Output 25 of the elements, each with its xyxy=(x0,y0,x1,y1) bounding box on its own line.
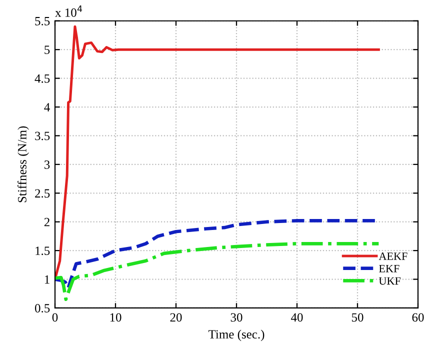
x-tick-label: 0 xyxy=(52,313,58,322)
y-tick-label: 1 xyxy=(44,275,50,284)
y-tick-label: 3 xyxy=(44,160,50,169)
y-tick-label: 4.5 xyxy=(34,74,50,83)
x-tick-label: 40 xyxy=(290,313,303,322)
x-tick-label: 10 xyxy=(110,313,122,322)
legend-label: UKF xyxy=(378,277,401,285)
x-tick-label: 20 xyxy=(170,313,182,322)
x-axis-title: Time (sec.) xyxy=(208,330,264,342)
y-tick-label: 0.5 xyxy=(34,304,50,312)
line-series xyxy=(55,242,380,302)
y-tick-label: 5 xyxy=(44,46,50,54)
legend-label: EKF xyxy=(379,264,400,272)
y-tick-label: 2.5 xyxy=(35,189,50,198)
x-tick-label: 50 xyxy=(352,313,364,322)
text: x 10$^{4}$ xyxy=(55,6,82,17)
y-tick-label: 5.5 xyxy=(35,17,50,26)
y-tick-label: 2 xyxy=(44,218,50,226)
y-tick-label: 3.5 xyxy=(35,132,50,140)
y-tick-label: 1.5 xyxy=(36,246,50,256)
x-tick-label: 30 xyxy=(230,313,242,322)
x-tick-label: 60 xyxy=(412,313,424,322)
legend-label: AEKF xyxy=(378,252,408,260)
y-tick-label: 4 xyxy=(44,103,50,112)
y-axis-title: Stiffness (N/m) xyxy=(17,126,29,202)
